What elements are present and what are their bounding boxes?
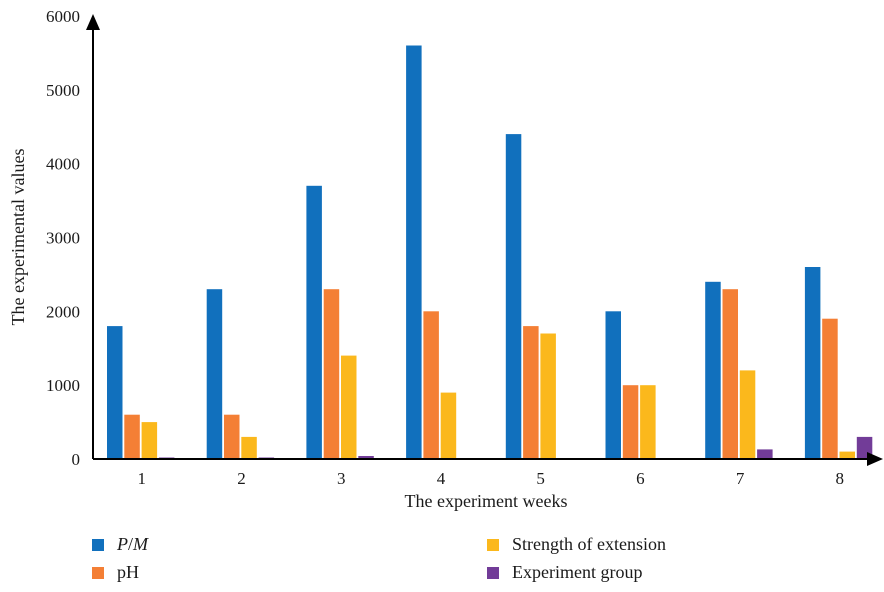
x-axis-arrow <box>867 452 883 466</box>
bar-ph-week-1 <box>124 414 140 459</box>
bar-strength-week-2 <box>241 436 257 459</box>
bar-pm-week-3 <box>306 185 322 460</box>
bar-pm-week-5 <box>505 134 522 459</box>
y-tick-label: 5000 <box>46 81 80 100</box>
bar-experiment-group-week-7 <box>757 449 773 459</box>
bar-pm-week-8 <box>804 267 821 459</box>
y-tick-label: 4000 <box>46 155 80 174</box>
legend-swatch <box>92 539 104 551</box>
bar-ph-week-4 <box>423 311 439 459</box>
legend-label: P/M <box>116 534 149 554</box>
bar-ph-week-5 <box>523 326 539 459</box>
y-tick-label: 6000 <box>46 7 80 26</box>
bar-pm-week-4 <box>406 45 422 459</box>
y-tick-label: 1000 <box>46 376 80 395</box>
y-tick-label: 3000 <box>46 229 80 248</box>
bar-pm-week-7 <box>705 281 721 459</box>
axes <box>86 14 883 466</box>
bar-strength-week-4 <box>440 392 457 459</box>
x-tick-label: 8 <box>836 469 845 488</box>
bar-ph-week-2 <box>224 414 240 459</box>
legend: P/M pH Strength of extension Experiment gro… <box>92 534 666 582</box>
y-axis-arrow <box>86 14 100 30</box>
legend-label: pH <box>117 562 139 582</box>
bar-pm-week-1 <box>107 326 123 459</box>
legend-label: Strength of extension <box>512 534 666 554</box>
bar-pm-week-2 <box>206 289 223 459</box>
legend-swatch <box>487 567 499 579</box>
bar-strength-week-7 <box>739 370 756 459</box>
x-tick-label: 3 <box>337 469 346 488</box>
bar-strength-week-3 <box>341 355 357 459</box>
legend-label: Experiment group <box>512 562 642 582</box>
x-tick-label: 1 <box>138 469 147 488</box>
bar-ph-week-6 <box>622 385 639 459</box>
bar-strength-week-5 <box>540 333 556 459</box>
x-tick-label: 4 <box>437 469 446 488</box>
y-tick-label: 0 <box>72 450 81 469</box>
x-axis-title: The experiment weeks <box>405 491 568 511</box>
bar-strength-week-1 <box>141 422 158 459</box>
plot-area <box>107 45 873 460</box>
legend-swatch <box>487 539 499 551</box>
x-tick-labels: 1 2 3 4 5 6 7 8 <box>138 469 845 488</box>
x-tick-label: 7 <box>736 469 745 488</box>
bar-pm-week-6 <box>605 311 621 459</box>
x-tick-label: 5 <box>536 469 545 488</box>
y-tick-label: 2000 <box>46 302 80 321</box>
bar-experiment-group-week-3 <box>358 456 374 459</box>
bar-strength-week-6 <box>640 385 656 459</box>
y-tick-labels: 0 1000 2000 3000 4000 5000 6000 <box>46 7 80 469</box>
bar-ph-week-3 <box>323 289 340 459</box>
legend-swatch <box>92 567 104 579</box>
x-tick-label: 6 <box>636 469 645 488</box>
y-axis-title: The experimental values <box>8 149 28 326</box>
x-tick-label: 2 <box>237 469 246 488</box>
bar-strength-week-8 <box>839 451 855 459</box>
bar-ph-week-8 <box>822 318 838 459</box>
bar-ph-week-7 <box>722 289 738 459</box>
